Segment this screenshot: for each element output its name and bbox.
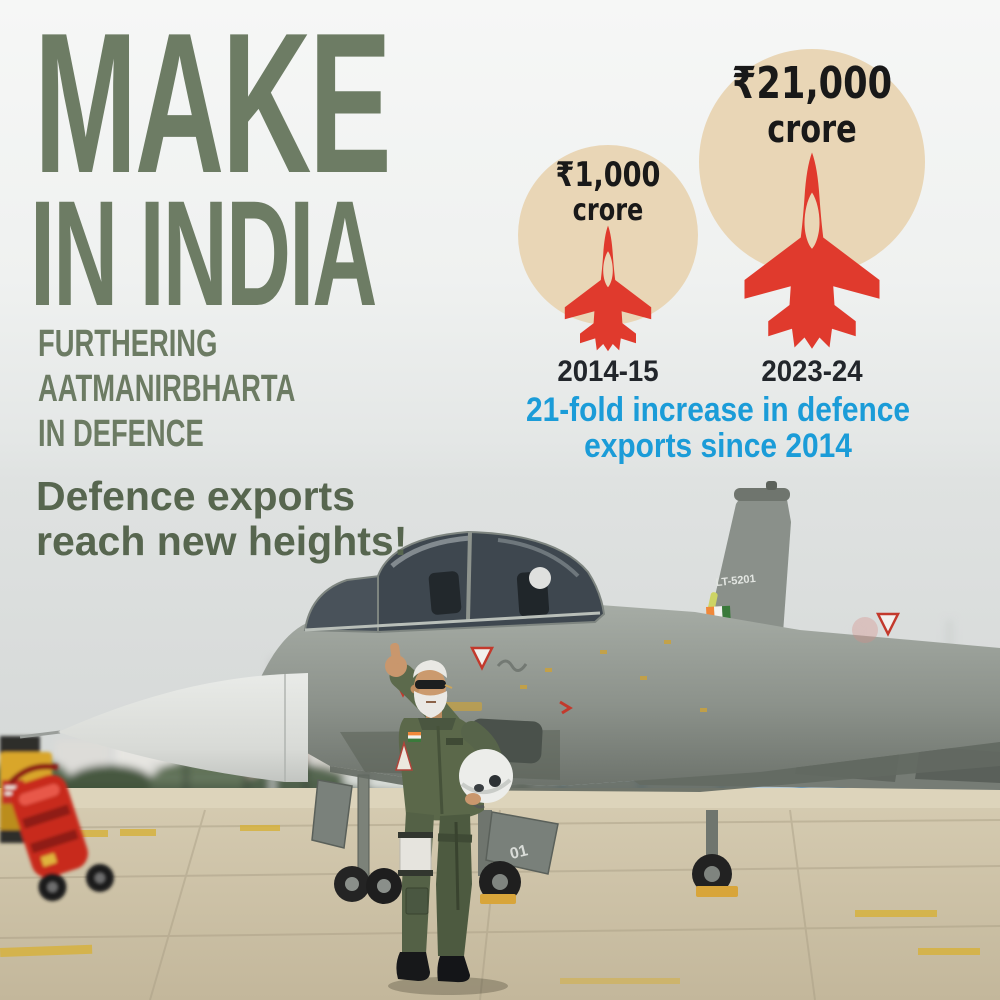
chart-caption: 21-fold increase in defence exports sinc… <box>473 392 962 465</box>
name-tab <box>446 738 463 745</box>
tail-code: LT-5201 <box>715 573 756 589</box>
tagline: Defence exports reach new heights! <box>36 473 408 565</box>
chart-value-2023-amount: ₹21,000 <box>731 58 893 109</box>
figure-shadow <box>388 977 508 995</box>
chart-value-2014-unit: crore <box>572 193 644 228</box>
chart-value-2014: ₹1,000 crore <box>528 158 688 226</box>
roundel-faint <box>852 617 878 643</box>
right-leg <box>436 814 472 956</box>
chest-patch <box>394 740 414 771</box>
nose-cone <box>19 673 308 782</box>
fuselage-underside <box>330 742 1000 792</box>
subheadline: FURTHERING AATMANIRBHARTA IN DEFENCE <box>38 322 295 456</box>
tagline-line2: reach new heights! <box>36 518 408 565</box>
chart-caption-line2: exports since 2014 <box>584 427 852 466</box>
thumb <box>390 642 401 664</box>
fighter-jet-icon-small <box>564 225 652 352</box>
subheadline-line2: AATMANIRBHARTA <box>38 367 296 410</box>
white-beard <box>413 691 448 718</box>
tejas-logo <box>496 659 528 672</box>
subheadline-line1: FURTHERING <box>38 323 218 365</box>
leg-pocket <box>405 887 429 915</box>
main-landing-gear: 01 <box>478 810 738 904</box>
tarmac-yellow-markings <box>0 825 980 984</box>
collar <box>418 718 456 730</box>
rbf-streamer <box>559 700 573 715</box>
pm-modi-figure <box>385 642 513 995</box>
chart-value-2023-unit: crore <box>767 107 857 151</box>
red-fire-extinguisher-trolley <box>8 763 114 902</box>
headline-in-india: IN INDIA <box>30 169 377 337</box>
thumbs-up-fist <box>385 655 407 677</box>
tagline-line1: Defence exports <box>36 473 356 519</box>
knee-board <box>399 833 432 875</box>
chart-year-2023: 2023-24 <box>761 355 863 388</box>
canopy <box>303 530 606 634</box>
white-hair <box>413 660 447 678</box>
flight-helmet <box>459 749 513 803</box>
chart-year-2014: 2014-15 <box>557 355 659 388</box>
gear-door-code: 01 <box>508 842 529 863</box>
chart-value-2023: ₹21,000 crore <box>716 62 908 150</box>
chart-caption-line1: 21-fold increase in defence <box>525 391 911 429</box>
nose-landing-gear <box>311 774 402 904</box>
sunglasses <box>415 680 446 689</box>
right-boot <box>437 956 470 983</box>
flag-patch <box>408 732 421 742</box>
subheadline-line3: IN DEFENCE <box>38 412 204 455</box>
photo-tejas-tarmac: LT-5201 01 <box>0 480 1000 1000</box>
fighter-jet-icon-large <box>744 152 880 349</box>
headline-make: MAKE <box>34 0 392 215</box>
rear-pilot-helmet <box>529 567 551 589</box>
left-boot <box>396 952 430 981</box>
chart-value-2014-amount: ₹1,000 <box>555 155 661 195</box>
left-hand <box>465 793 481 805</box>
